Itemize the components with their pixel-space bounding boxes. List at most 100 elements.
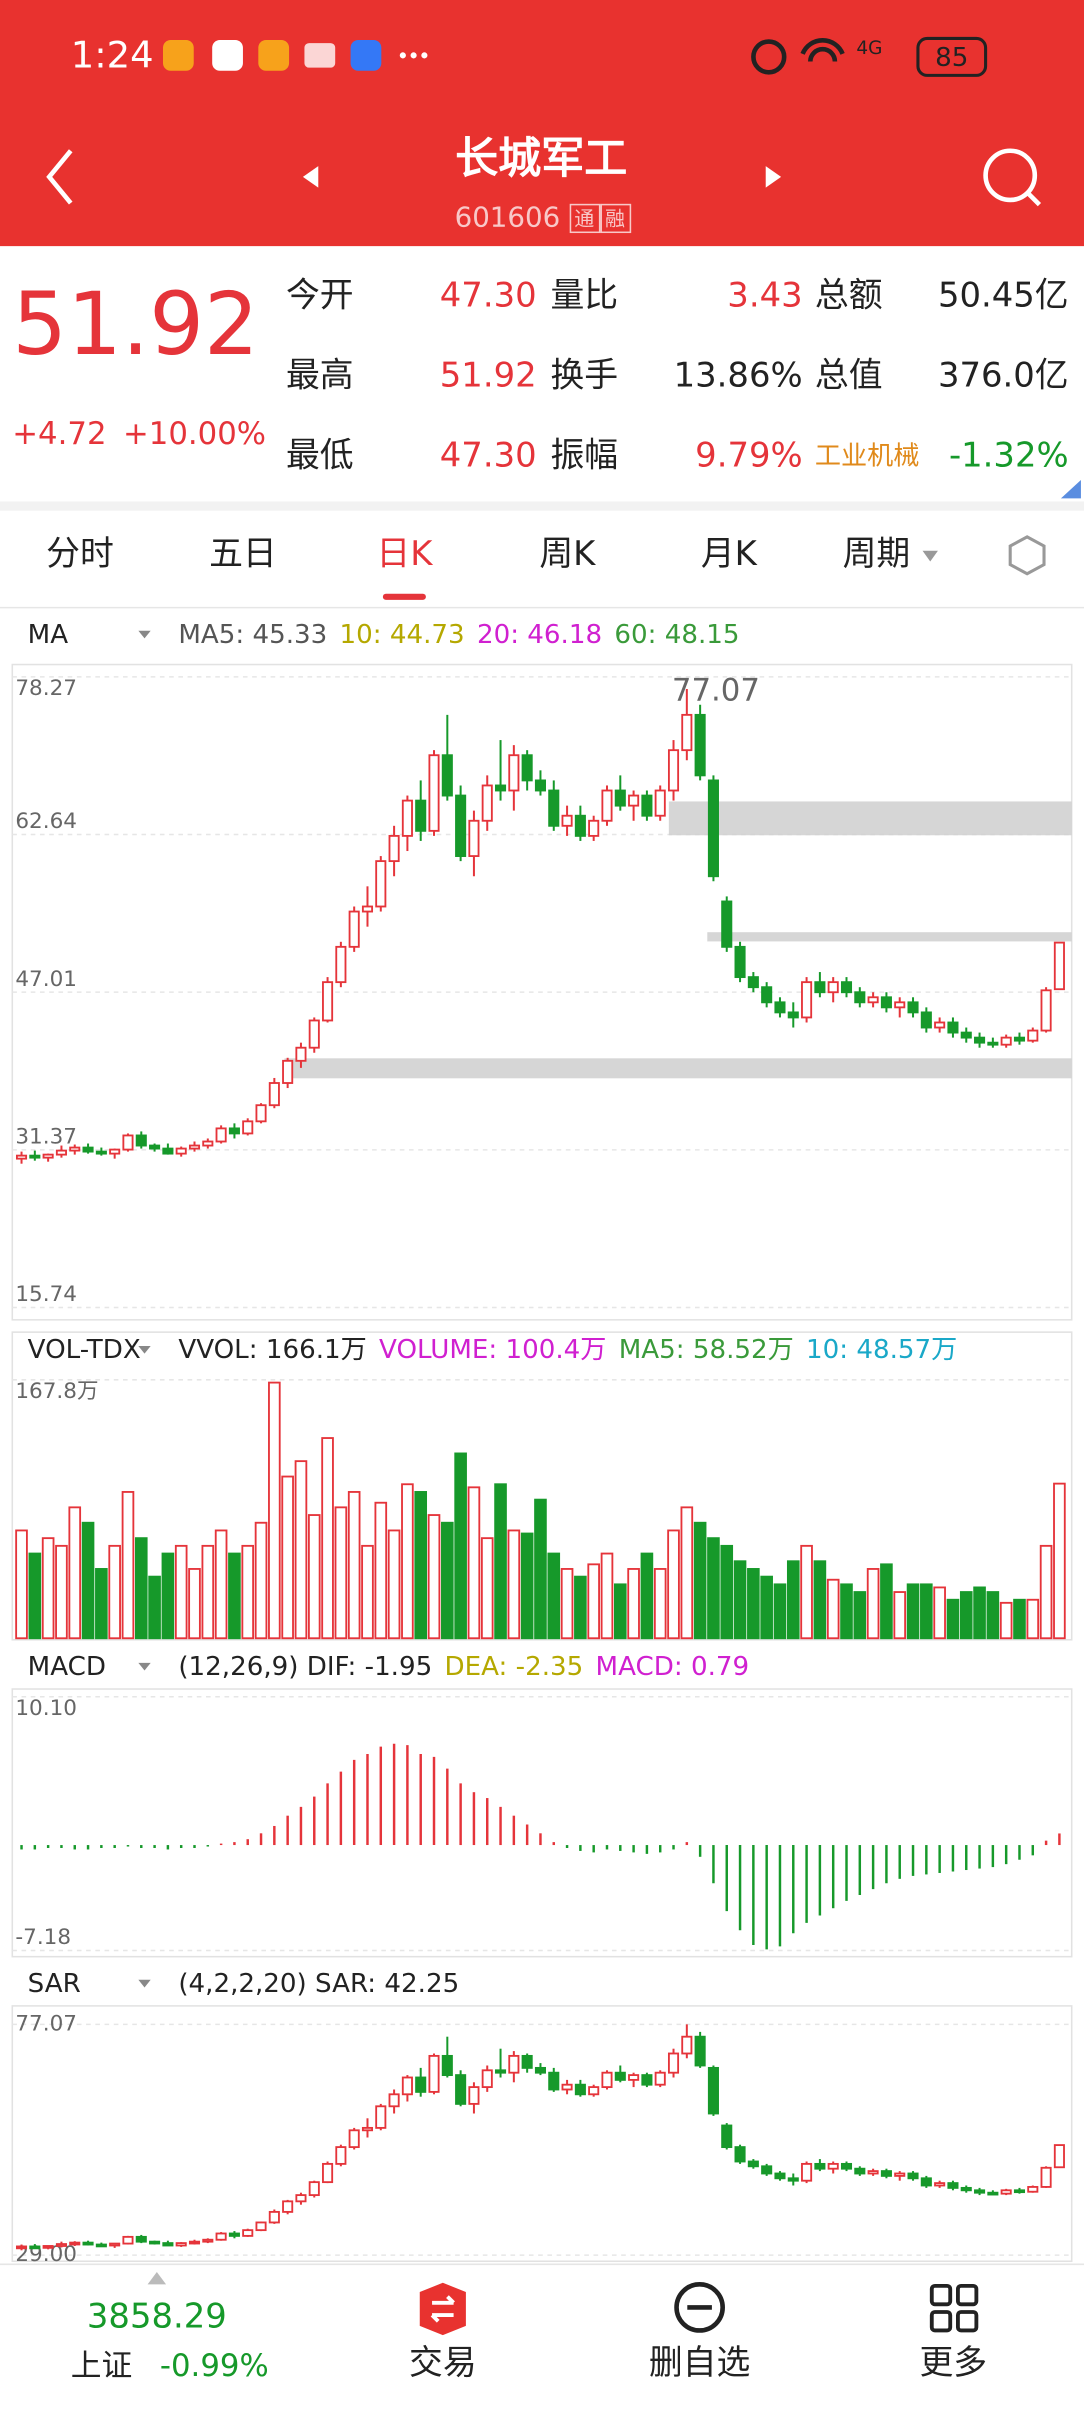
tab[interactable]: 分时 <box>46 534 114 573</box>
candle-body <box>801 981 813 1019</box>
index-change: -0.99% <box>160 2348 269 2384</box>
candle-body <box>654 2071 666 2086</box>
badge: 融 <box>605 206 625 230</box>
tab[interactable]: 日K <box>376 534 433 573</box>
candle-body <box>628 2074 640 2081</box>
indicator-name[interactable]: MACD <box>28 1652 106 1682</box>
more-button[interactable] <box>929 2283 979 2333</box>
stat-label: 今开 <box>286 275 354 314</box>
candle-body <box>721 2124 733 2149</box>
candle-body <box>920 2177 932 2187</box>
candle-body <box>255 1104 267 1123</box>
volume-bar <box>667 1529 680 1640</box>
y-tick-label: 167.8万 <box>15 1379 98 1404</box>
next-stock[interactable] <box>765 166 782 188</box>
volume-bar <box>813 1560 827 1640</box>
volume-bar <box>613 1583 627 1640</box>
volume-bar <box>853 1591 867 1640</box>
volume-bar <box>946 1598 960 1640</box>
volume-bar <box>307 1514 321 1640</box>
remove-watch-button[interactable] <box>674 2282 725 2333</box>
candle-body <box>481 784 493 822</box>
volume-bar <box>826 1578 840 1640</box>
candle-body <box>428 754 440 832</box>
candle-body <box>295 1046 307 1062</box>
candle-body <box>55 2243 67 2247</box>
nav-label[interactable]: 交易 <box>409 2343 477 2382</box>
price-change-pct: +10.00% <box>123 416 266 452</box>
tab[interactable]: 周K <box>539 534 596 573</box>
index-value: 3858.29 <box>87 2297 227 2336</box>
indicator-name[interactable]: VOL-TDX <box>28 1335 141 1365</box>
candle-body <box>987 2191 999 2196</box>
support-band <box>284 1058 1072 1079</box>
stock-name: 长城军工 <box>455 134 627 184</box>
candle-body <box>534 779 546 792</box>
volume-bar <box>507 1529 521 1640</box>
status-apps <box>162 37 845 75</box>
search-button[interactable] <box>983 148 1042 207</box>
volume-bar <box>241 1544 255 1640</box>
candle-body <box>335 2146 347 2165</box>
candle-body <box>694 2035 706 2067</box>
candle-body <box>1027 1029 1039 1042</box>
expand-arrow[interactable] <box>147 2272 167 2285</box>
candle-body <box>667 2052 680 2074</box>
candle-body <box>228 2232 240 2237</box>
candle-body <box>960 1031 972 1039</box>
candle-body <box>69 2241 81 2246</box>
tab[interactable]: 周期 <box>843 534 911 573</box>
settings-button[interactable] <box>1008 535 1046 576</box>
legend-entry: (12,26,9) DIF: -1.95 <box>178 1652 432 1682</box>
volume-bar <box>108 1544 121 1640</box>
trade-button[interactable] <box>419 2282 466 2336</box>
legend-entry: (4,2,2,20) SAR: 42.25 <box>178 1969 459 1999</box>
candle-body <box>455 2074 467 2105</box>
y-tick-label: 77.07 <box>15 2011 77 2036</box>
candle-body <box>268 2210 280 2224</box>
tab[interactable]: 月K <box>701 534 758 573</box>
candle-body <box>109 2242 121 2247</box>
nav-label[interactable]: 删自选 <box>649 2343 750 2382</box>
volume-bar <box>959 1591 973 1640</box>
candle-body <box>894 1001 906 1009</box>
volume-bar <box>680 1506 694 1640</box>
sector-name: 工业机械 <box>815 441 919 471</box>
y-tick-label: 62.64 <box>15 809 77 834</box>
volume-bar <box>1013 1598 1026 1640</box>
volume-bar <box>1026 1598 1040 1640</box>
back-button[interactable] <box>46 149 73 205</box>
candle-body <box>42 1153 54 1159</box>
candle-body <box>840 2162 853 2170</box>
candle-body <box>441 754 453 797</box>
indicator-name[interactable]: SAR <box>28 1969 81 1999</box>
candle-body <box>415 799 427 832</box>
nav-label[interactable]: 更多 <box>919 2343 987 2382</box>
battery-level: 85 <box>935 43 968 73</box>
candle-body <box>481 2069 493 2089</box>
candle-body <box>361 905 374 913</box>
candle-body <box>747 2160 759 2168</box>
volume-bar <box>414 1491 428 1640</box>
candle-body <box>69 1146 81 1152</box>
indicator-name[interactable]: MA <box>28 620 69 650</box>
candle-body <box>534 2066 546 2074</box>
candle-body <box>29 2245 41 2250</box>
candle-body <box>707 2066 719 2115</box>
candle-body <box>787 2177 799 2182</box>
candle-body <box>521 2054 533 2069</box>
candle-body <box>322 981 334 1022</box>
volume-bar <box>640 1552 654 1640</box>
candle-body <box>827 981 839 994</box>
last-price: 51.92 <box>12 275 258 375</box>
candle-body <box>574 814 586 837</box>
prev-stock[interactable] <box>302 166 319 188</box>
candle-body <box>455 794 467 857</box>
legend-entry: MACD: 0.79 <box>596 1652 750 1682</box>
support-band <box>668 801 1072 836</box>
candle-body <box>29 1154 41 1159</box>
volume-bar <box>188 1568 201 1640</box>
tab[interactable]: 五日 <box>209 534 277 573</box>
panel-frame <box>11 663 1073 1321</box>
